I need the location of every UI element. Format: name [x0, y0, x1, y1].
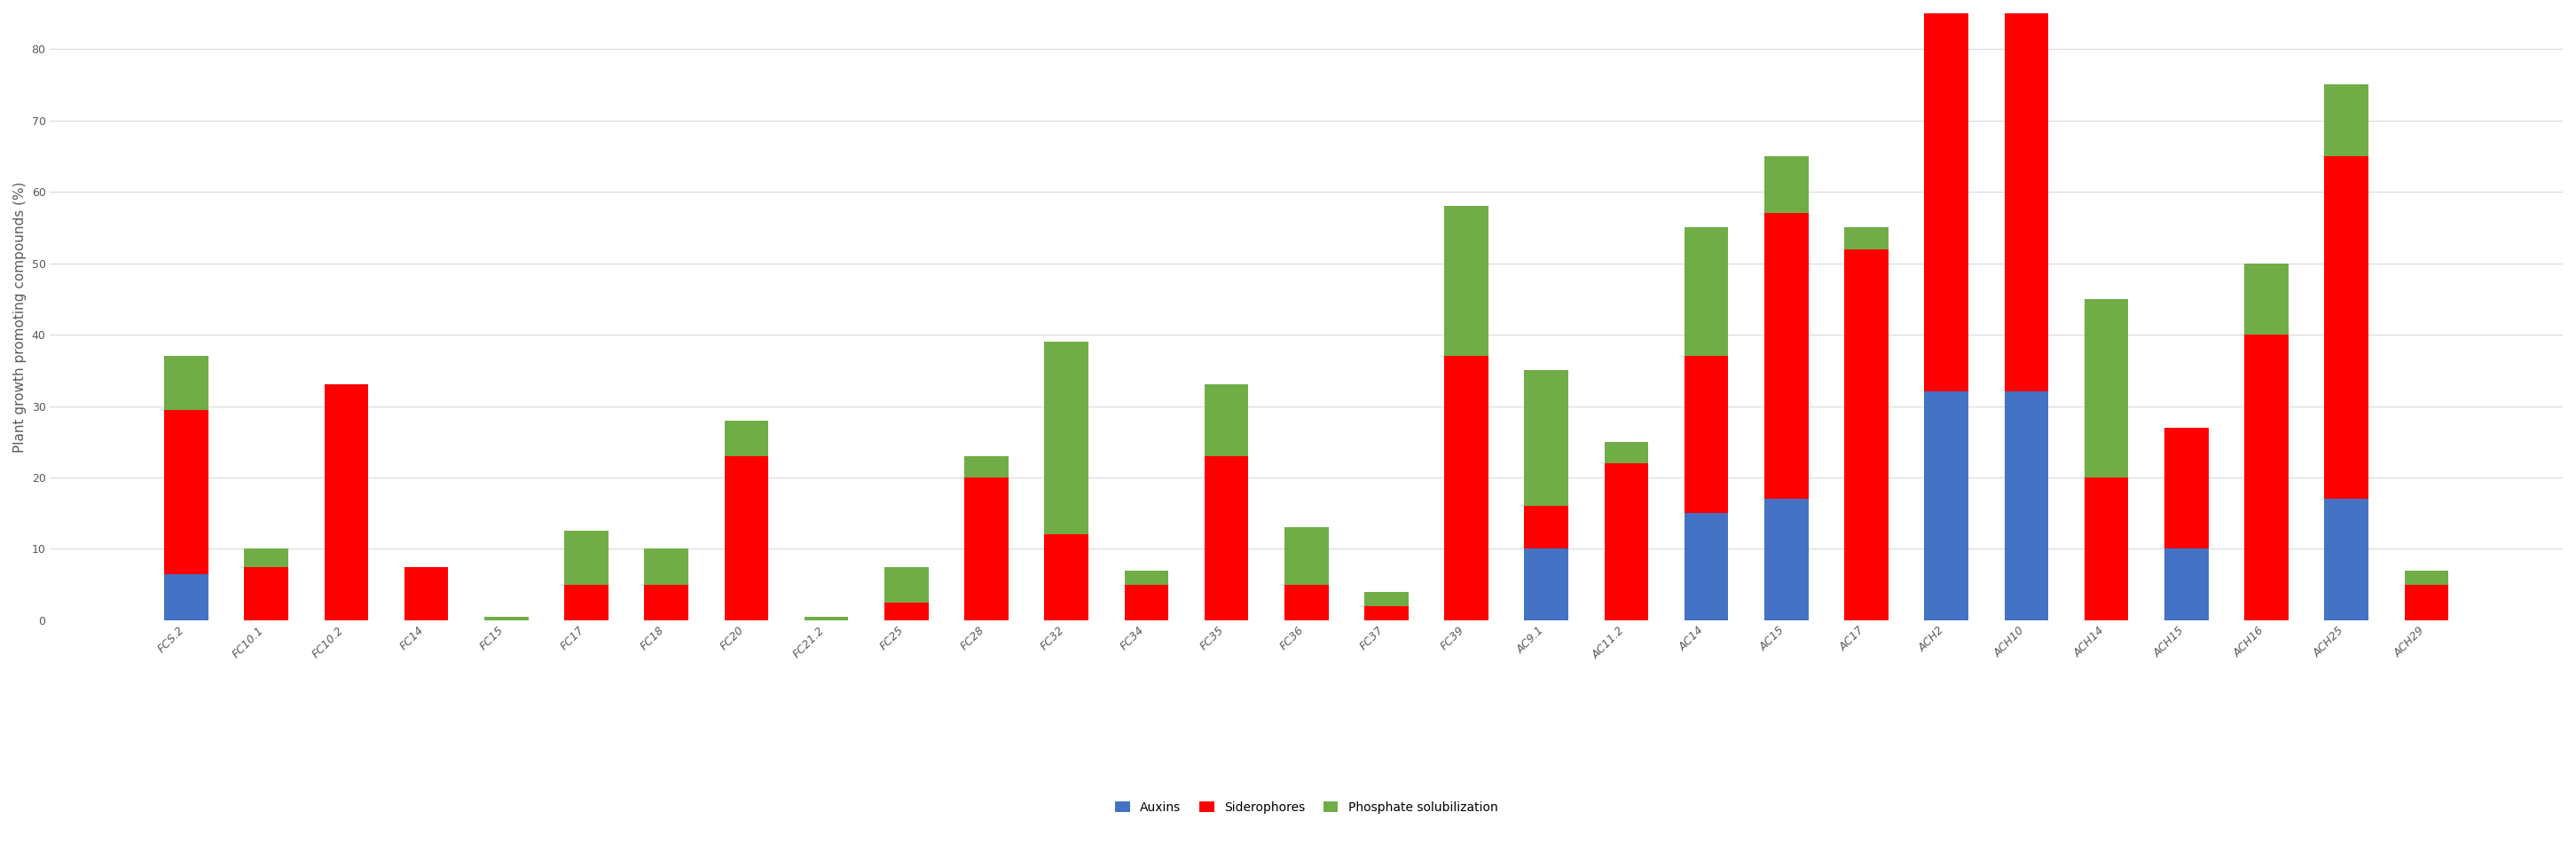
- Bar: [1365, 606, 1409, 620]
- Bar: [1844, 249, 1888, 620]
- Bar: [804, 617, 848, 620]
- Bar: [1844, 228, 1888, 249]
- Bar: [724, 456, 768, 620]
- Bar: [484, 617, 528, 620]
- Bar: [2004, 0, 2048, 14]
- Bar: [1123, 585, 1170, 620]
- Bar: [2403, 571, 2447, 585]
- Bar: [1043, 342, 1087, 534]
- Bar: [1206, 456, 1249, 620]
- Bar: [1685, 228, 1728, 356]
- Bar: [1605, 441, 1649, 463]
- Bar: [2004, 14, 2048, 392]
- Bar: [2244, 334, 2287, 620]
- Bar: [1924, 0, 1968, 392]
- Bar: [165, 574, 209, 620]
- Legend: Auxins, Siderophores, Phosphate solubilization: Auxins, Siderophores, Phosphate solubili…: [1110, 797, 1502, 819]
- Bar: [165, 409, 209, 574]
- Bar: [1685, 513, 1728, 620]
- Bar: [2004, 392, 2048, 620]
- Bar: [2324, 156, 2367, 499]
- Bar: [1765, 499, 1808, 620]
- Bar: [564, 531, 608, 585]
- Bar: [2164, 427, 2208, 549]
- Bar: [1765, 214, 1808, 499]
- Bar: [1206, 385, 1249, 456]
- Bar: [724, 420, 768, 456]
- Bar: [1123, 571, 1170, 585]
- Bar: [1445, 356, 1489, 620]
- Bar: [1365, 592, 1409, 606]
- Bar: [1605, 463, 1649, 620]
- Bar: [404, 566, 448, 620]
- Bar: [1285, 585, 1329, 620]
- Bar: [1765, 156, 1808, 214]
- Bar: [884, 566, 927, 603]
- Bar: [644, 549, 688, 585]
- Bar: [2403, 585, 2447, 620]
- Bar: [2324, 84, 2367, 156]
- Bar: [2084, 299, 2128, 478]
- Bar: [1043, 534, 1087, 620]
- Bar: [325, 385, 368, 620]
- Bar: [1924, 392, 1968, 620]
- Bar: [245, 549, 289, 566]
- Bar: [2164, 549, 2208, 620]
- Y-axis label: Plant growth promoting compounds (%): Plant growth promoting compounds (%): [13, 181, 26, 452]
- Bar: [564, 585, 608, 620]
- Bar: [2084, 478, 2128, 620]
- Bar: [1445, 206, 1489, 356]
- Bar: [644, 585, 688, 620]
- Bar: [1525, 371, 1569, 506]
- Bar: [2324, 499, 2367, 620]
- Bar: [1685, 356, 1728, 513]
- Bar: [963, 456, 1007, 478]
- Bar: [963, 478, 1007, 620]
- Bar: [1525, 506, 1569, 549]
- Bar: [245, 566, 289, 620]
- Bar: [1285, 528, 1329, 585]
- Bar: [2244, 263, 2287, 334]
- Bar: [165, 356, 209, 409]
- Bar: [1525, 549, 1569, 620]
- Bar: [884, 603, 927, 620]
